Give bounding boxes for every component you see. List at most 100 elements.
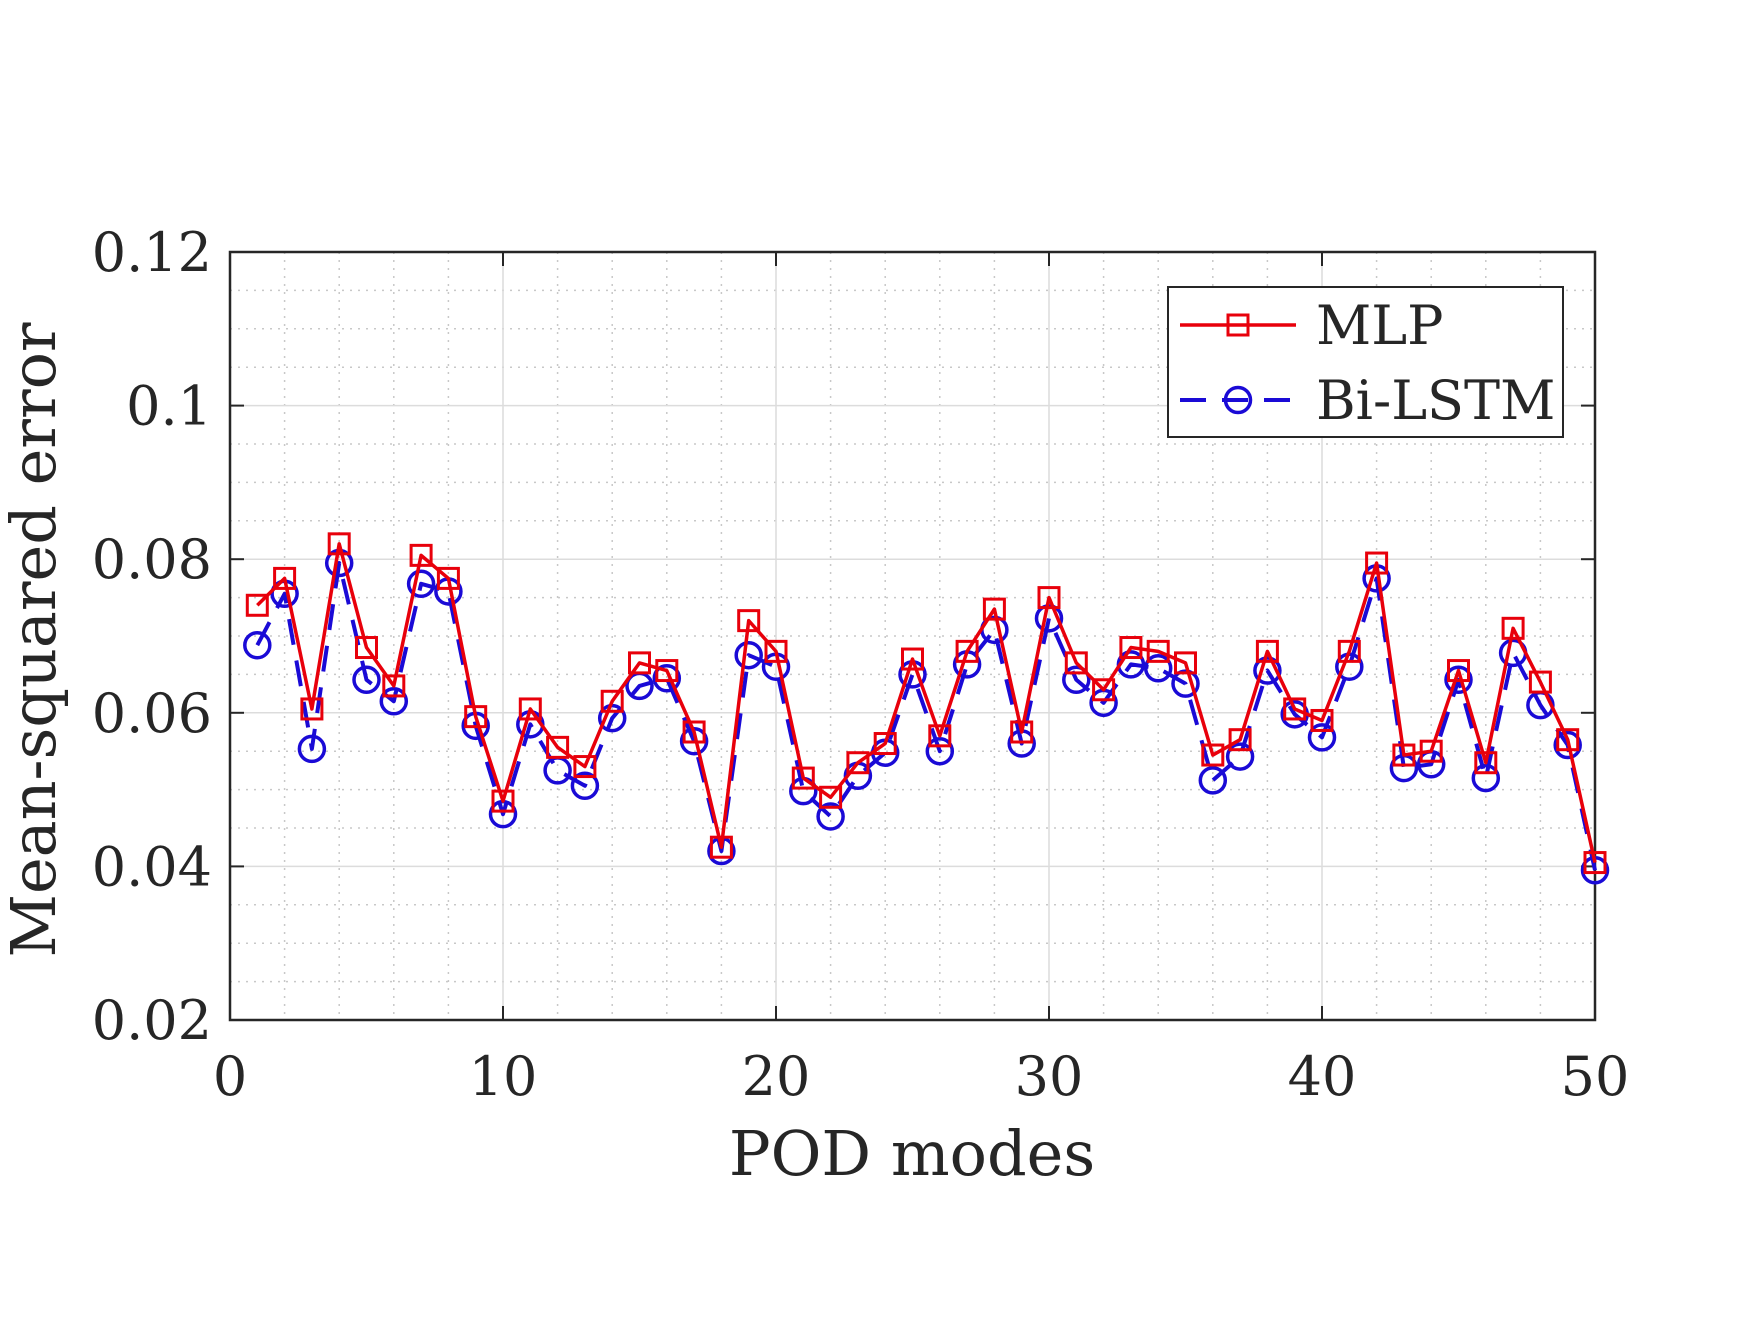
data-point <box>925 736 955 766</box>
series-bi-lstm <box>243 548 1610 885</box>
data-point <box>464 705 488 729</box>
data-point <box>327 532 351 556</box>
data-point <box>546 735 570 759</box>
data-point <box>379 687 409 716</box>
x-tick-label: 10 <box>469 1045 538 1108</box>
data-point <box>406 569 436 599</box>
data-point <box>709 835 733 859</box>
axes: 0 10 20 30 40 50 0.02 0.04 0.06 0.08 0.1 0.12 <box>92 221 1630 1108</box>
data-point <box>570 771 600 801</box>
data-point <box>734 640 763 670</box>
series-line <box>255 561 1597 871</box>
data-point <box>1444 665 1473 695</box>
data-point <box>1037 586 1061 610</box>
data-point <box>600 689 624 713</box>
data-point <box>273 566 297 590</box>
data-point <box>1253 656 1282 685</box>
data-point <box>491 789 515 813</box>
data-point <box>409 543 433 567</box>
data-point <box>1062 665 1091 695</box>
data-point <box>300 697 324 721</box>
data-point <box>791 766 815 790</box>
data-point <box>297 734 327 764</box>
y-tick-label: 0.1 <box>126 375 212 438</box>
data-point <box>436 566 460 590</box>
data-point <box>573 755 597 779</box>
y-tick-label: 0.06 <box>92 682 212 745</box>
data-point <box>1143 654 1173 683</box>
data-point <box>1174 651 1197 675</box>
data-point <box>1201 743 1225 767</box>
data-point <box>901 647 924 671</box>
data-point <box>819 785 843 809</box>
data-point <box>1447 659 1470 683</box>
data-point <box>628 651 651 675</box>
legend: MLP Bi-LSTM <box>1167 286 1564 438</box>
data-point <box>955 639 979 663</box>
y-tick-label: 0.08 <box>92 528 212 591</box>
data-point <box>1501 616 1525 640</box>
data-point <box>1419 739 1443 763</box>
legend-marker <box>1223 385 1253 415</box>
x-tick-label: 40 <box>1288 1045 1357 1108</box>
legend-label: MLP <box>1316 294 1444 357</box>
legend-item-mlp: MLP <box>1180 294 1444 357</box>
data-point <box>1255 639 1279 663</box>
data-point <box>382 674 406 698</box>
x-tick-label: 0 <box>213 1045 247 1108</box>
data-point <box>1198 766 1228 795</box>
x-tick-label: 20 <box>742 1045 811 1108</box>
data-point <box>873 732 897 756</box>
x-tick-label: 50 <box>1561 1045 1630 1108</box>
data-point <box>1010 720 1034 744</box>
plot-frame <box>228 250 1597 1022</box>
data-point <box>243 630 272 660</box>
data-point <box>652 663 682 693</box>
data-point <box>1228 728 1252 752</box>
y-tick-label: 0.02 <box>92 989 212 1052</box>
data-point <box>1337 639 1361 663</box>
x-axis-label: POD modes <box>729 1117 1095 1190</box>
data-point <box>1064 651 1088 675</box>
data-point <box>1471 763 1501 793</box>
data-point <box>1225 742 1255 771</box>
data-point <box>1283 697 1307 721</box>
data-point <box>846 751 870 775</box>
data-point <box>1310 708 1334 732</box>
data-point <box>655 659 679 683</box>
series-mlp <box>245 532 1607 875</box>
data-point <box>1583 851 1607 875</box>
data-point <box>1528 670 1552 694</box>
data-point <box>737 609 761 633</box>
series-line <box>256 542 1597 863</box>
data-point <box>352 665 381 695</box>
data-point <box>928 724 952 748</box>
data-point <box>1553 730 1582 760</box>
data-point <box>1392 743 1416 767</box>
legend-marker <box>1226 313 1250 337</box>
data-point <box>816 802 845 831</box>
data-point <box>518 697 542 721</box>
x-tick-label: 30 <box>1015 1045 1084 1108</box>
legend-item-bi-lstm: Bi-LSTM <box>1180 369 1555 432</box>
y-tick-label: 0.12 <box>92 221 212 284</box>
data-point <box>1171 669 1200 698</box>
data-point <box>764 639 788 663</box>
data-point <box>1556 728 1580 752</box>
data-point <box>1365 551 1389 575</box>
legend-label: Bi-LSTM <box>1316 369 1555 432</box>
data-point <box>1307 723 1337 752</box>
data-point <box>1146 639 1170 663</box>
data-point <box>355 636 378 660</box>
series-group <box>243 532 1610 885</box>
data-point <box>682 720 706 744</box>
data-point <box>1119 636 1143 660</box>
data-point <box>245 593 269 617</box>
y-tick-label: 0.04 <box>92 835 212 898</box>
y-axis-label: Mean-squared error <box>0 322 70 957</box>
data-point <box>1474 751 1498 775</box>
data-point <box>1092 678 1116 702</box>
